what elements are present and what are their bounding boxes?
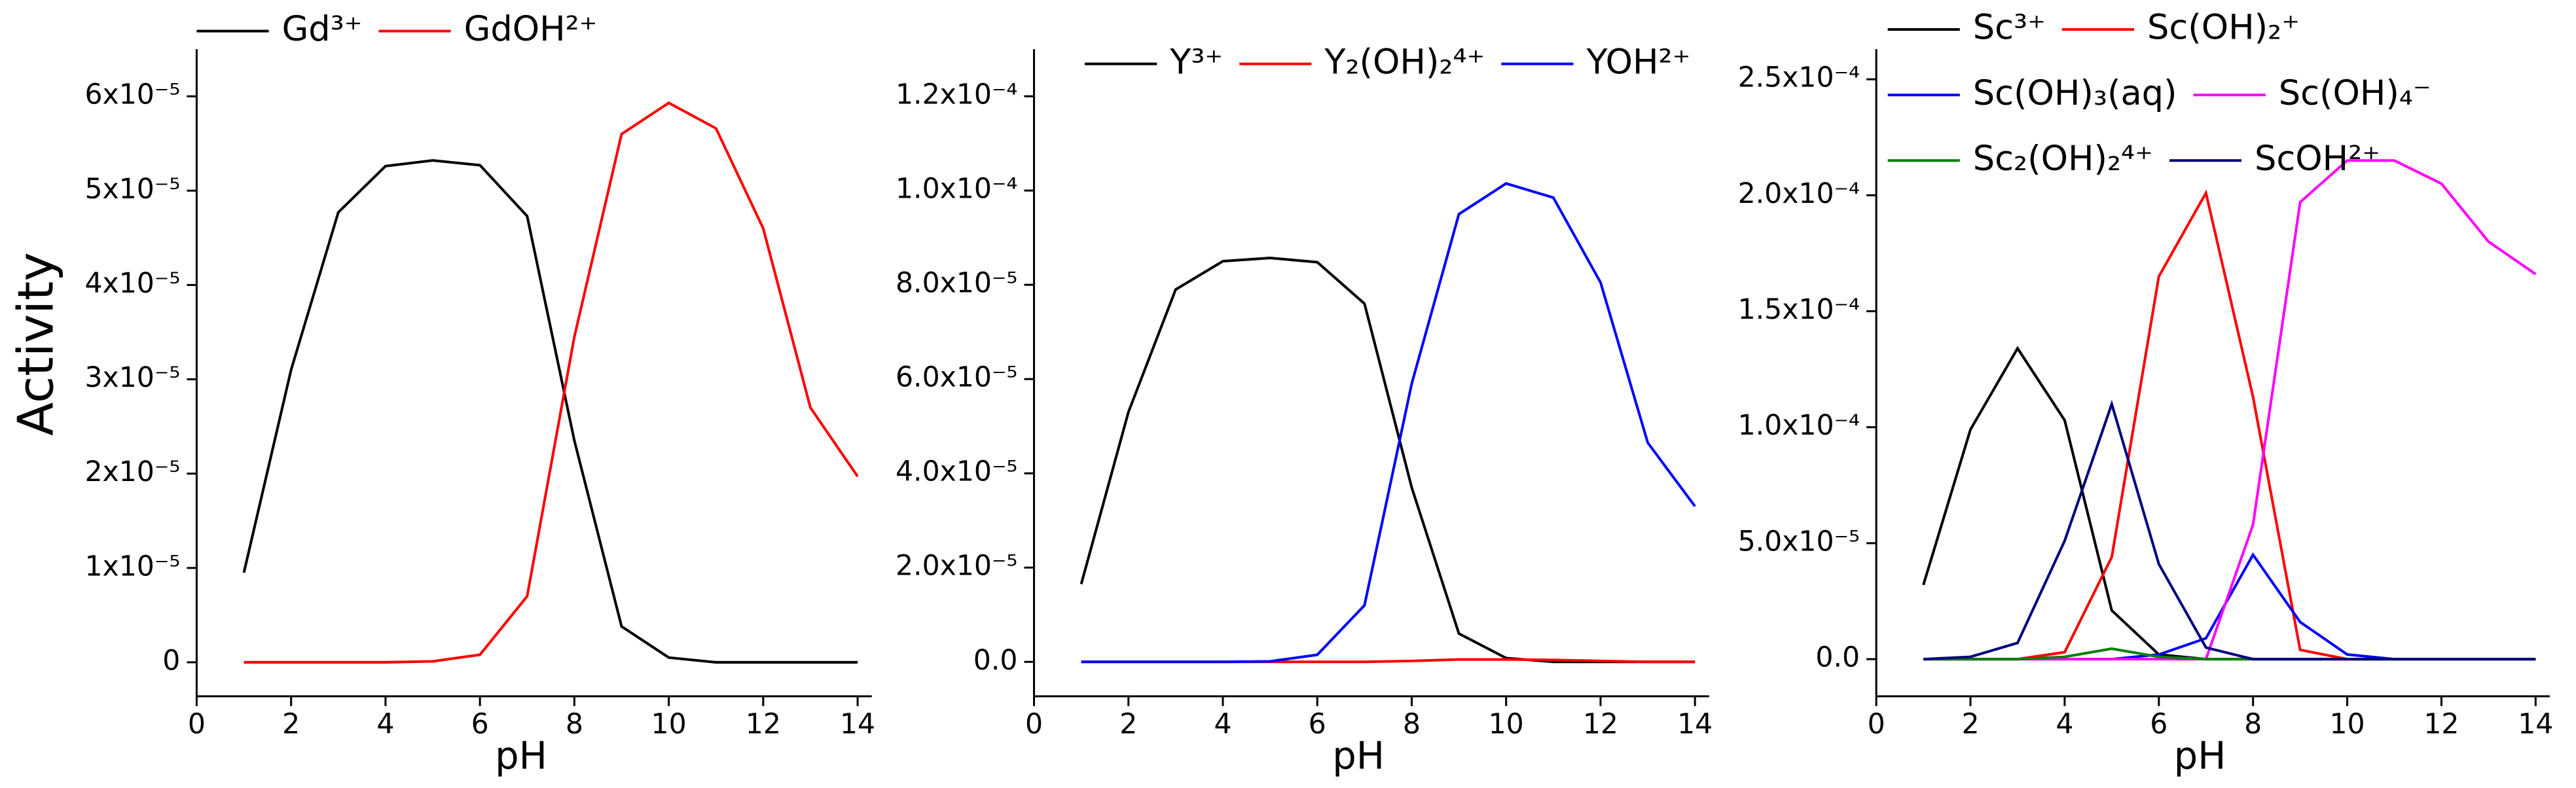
legend-label: Sc(OH)₂⁺	[2147, 8, 2300, 48]
x-tick-label: 0	[1025, 708, 1043, 740]
legend-label: Sc(OH)₃(aq)	[1973, 73, 2177, 113]
legend-label: Gd³⁺	[282, 9, 363, 49]
series-line	[1922, 346, 2536, 661]
x-tick-label: 6	[1309, 708, 1326, 740]
y-tick-label: 8.0x10⁻⁵	[896, 268, 1018, 300]
x-tick-label: 8	[2244, 708, 2262, 740]
x-axis-title: pH	[495, 734, 547, 778]
x-tick-label: 6	[2150, 708, 2168, 740]
x-tick-label: 12	[2423, 708, 2459, 740]
x-tick-label: 10	[2329, 708, 2365, 740]
series-line	[1081, 182, 1696, 664]
x-tick-label: 12	[746, 708, 781, 740]
x-tick-label: 8	[566, 708, 583, 740]
y-tick-label: 0.0	[1815, 642, 1860, 674]
x-axis-title: pH	[1332, 734, 1385, 778]
x-tick-label: 6	[471, 708, 489, 740]
series-line	[1923, 159, 2537, 661]
y-tick-label: 1x10⁻⁵	[84, 550, 180, 582]
y-tick-label: 4x10⁻⁵	[84, 268, 180, 300]
y-tick-label: 1.0x10⁻⁴	[896, 173, 1018, 206]
x-tick-label: 4	[376, 708, 394, 740]
x-tick-label: 2	[1961, 708, 1979, 740]
y-tick-label: 2x10⁻⁵	[84, 456, 180, 488]
x-axis-title: pH	[2174, 734, 2226, 778]
y-tick-label: 2.5x10⁻⁴	[1738, 62, 1860, 94]
y-axis-title: Activity	[7, 252, 65, 436]
y-tick-label: 0.0	[973, 645, 1018, 677]
y-tick-label: 5x10⁻⁵	[84, 173, 180, 206]
x-tick-label: 0	[188, 708, 206, 740]
series-line	[242, 159, 858, 664]
y-tick-label: 1.5x10⁻⁴	[1738, 294, 1860, 326]
x-tick-label: 14	[840, 708, 875, 740]
y-tick-label: 0	[162, 645, 180, 677]
legend-label: Sc(OH)₄⁻	[2279, 73, 2431, 113]
series-line	[244, 101, 859, 664]
series-line	[1923, 399, 2536, 661]
y-tick-label: 5.0x10⁻⁵	[1738, 526, 1860, 558]
legend-label: Y₂(OH)₂⁴⁺	[1324, 42, 1485, 82]
x-tick-label: 4	[2056, 708, 2073, 740]
legend-label: Y³⁺	[1169, 42, 1223, 82]
y-tick-label: 1.0x10⁻⁴	[1738, 410, 1860, 442]
y-tick-label: 2.0x10⁻⁴	[1738, 178, 1860, 210]
x-tick-label: 10	[651, 708, 687, 740]
legend-label: GdOH²⁺	[464, 9, 598, 49]
series-line	[1079, 257, 1696, 664]
legend-label: Sc₂(OH)₂⁴⁺	[1973, 139, 2153, 179]
legend-label: YOH²⁺	[1586, 42, 1690, 82]
legend-label: ScOH²⁺	[2255, 139, 2380, 179]
x-tick-label: 8	[1403, 708, 1421, 740]
x-tick-label: 2	[1119, 708, 1137, 740]
x-tick-label: 4	[1214, 708, 1231, 740]
x-tick-label: 14	[2518, 708, 2553, 740]
x-tick-label: 14	[1677, 708, 1713, 740]
x-tick-label: 2	[282, 708, 300, 740]
legend-label: Sc³⁺	[1973, 8, 2046, 48]
y-tick-label: 3x10⁻⁵	[84, 362, 180, 394]
y-tick-label: 6x10⁻⁵	[84, 79, 180, 111]
y-tick-label: 2.0x10⁻⁵	[896, 550, 1018, 582]
y-tick-label: 1.2x10⁻⁴	[896, 79, 1018, 111]
x-tick-label: 10	[1489, 708, 1524, 740]
y-tick-label: 6.0x10⁻⁵	[896, 362, 1018, 394]
x-tick-label: 12	[1583, 708, 1618, 740]
y-tick-label: 4.0x10⁻⁵	[896, 456, 1018, 488]
x-tick-label: 0	[1868, 708, 1885, 740]
